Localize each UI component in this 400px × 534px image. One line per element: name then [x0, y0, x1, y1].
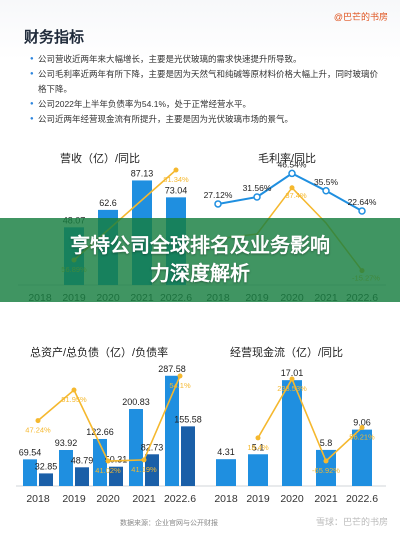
bar: [316, 449, 336, 486]
data-label: 69.54: [19, 447, 42, 457]
data-point: [358, 207, 366, 215]
title-banner: [0, 218, 400, 302]
bar: [165, 375, 179, 486]
data-point: [322, 187, 330, 195]
x-tick-label: 2018: [214, 493, 238, 505]
banner-title-line1: 亨特公司全球排名及业务影响: [70, 235, 330, 257]
bar: [75, 467, 89, 486]
data-label: 22.64%: [348, 197, 377, 207]
data-point: [173, 167, 179, 173]
data-point: [141, 457, 147, 463]
data-point: [289, 376, 295, 382]
data-label: 233.53%: [277, 384, 307, 393]
data-label: 82.73: [141, 442, 164, 452]
x-tick-label: 2022.6: [346, 493, 378, 505]
x-tick-label: 2019: [246, 493, 270, 505]
bar: [352, 429, 372, 486]
data-label: 81.34%: [163, 175, 189, 184]
data-point: [288, 169, 296, 178]
data-label: 41.02%: [95, 466, 121, 475]
bar: [282, 380, 302, 486]
source-note: 数据来源：企业官网与公开财报: [120, 520, 218, 527]
banner-title-line2: 力深度解析: [150, 263, 250, 285]
summary-list: 公司营收近两年来大幅增长，主要是光伏玻璃的需求快速提升所导致。 公司毛利率近两年…: [30, 52, 380, 127]
bar: [59, 449, 73, 486]
data-point: [214, 200, 222, 208]
data-point: [105, 458, 111, 464]
x-tick-label: 2022.6: [164, 493, 196, 505]
watermark: 雪球：巴芒的书房: [315, 517, 388, 527]
x-tick-label: 2021: [314, 493, 338, 505]
series-line-ratio: [257, 377, 363, 463]
data-label: 51.95%: [61, 395, 87, 404]
data-point: [359, 425, 365, 431]
data-label: 56.21%: [349, 433, 375, 442]
bar: [109, 466, 123, 486]
data-label: 155.58: [174, 414, 202, 424]
data-label: 18.4%: [247, 443, 269, 452]
bar: [39, 473, 53, 486]
x-tick-label: 2019: [62, 493, 86, 505]
data-point: [35, 418, 41, 424]
bar: [248, 454, 268, 486]
data-label: 4.31: [217, 447, 235, 457]
data-point: [255, 435, 261, 441]
chart-title: 营收（亿）/同比: [60, 151, 140, 165]
banner-title: 亨特公司全球排名及业务影响 力深度解析: [0, 232, 400, 288]
x-tick-label: 2020: [280, 493, 304, 505]
data-label: 54.1%: [169, 381, 191, 390]
bar: [181, 426, 195, 486]
data-label: 17.01: [281, 368, 304, 378]
x-tick-label: 2018: [26, 493, 50, 505]
data-label: 87.13: [131, 168, 154, 178]
data-label: 48.79: [71, 455, 94, 465]
data-label: 93.92: [55, 438, 78, 448]
chart-title: 毛利率/同比: [258, 151, 316, 165]
brand-mark: @巴芒的书房: [333, 12, 388, 22]
data-point: [323, 458, 329, 464]
data-label: 73.04: [165, 185, 188, 195]
data-label: 5.8: [320, 438, 333, 448]
data-label: -65.92%: [312, 466, 340, 475]
data-label: 47.24%: [25, 426, 51, 435]
data-label: 9.06: [353, 418, 371, 428]
data-label: 41.19%: [131, 465, 157, 474]
data-label: 5.1: [252, 442, 265, 452]
data-point: [253, 193, 261, 201]
bar: [129, 409, 143, 486]
chart-title: 经营现金流（亿）/同比: [230, 345, 343, 359]
data-point: [177, 373, 183, 379]
data-label: 287.58: [158, 364, 186, 374]
data-label: 50.31: [105, 455, 128, 465]
summary-item: 公司近两年经营现金流有所提升，主要是因为光伏玻璃市场的景气。: [30, 112, 380, 127]
x-tick-label: 2021: [132, 493, 156, 505]
data-label: 62.6: [99, 198, 117, 208]
bar: [145, 454, 159, 486]
chart-title: 总资产/总负债（亿）/负债率: [30, 345, 168, 359]
summary-item: 公司营收近两年来大幅增长，主要是光伏玻璃的需求快速提升所导致。: [30, 52, 380, 67]
data-label: 46.54%: [278, 159, 307, 169]
summary-item: 公司2022年上半年负债率为54.1%，处于正常经营水平。: [30, 97, 380, 112]
data-label: 122.66: [86, 427, 114, 437]
data-label: 200.83: [122, 397, 150, 407]
x-tick-label: 2020: [96, 493, 120, 505]
data-label: 27.12%: [204, 190, 233, 200]
data-label: 31.56%: [243, 183, 272, 193]
data-label: 35.5%: [314, 177, 339, 187]
data-label: 37.4%: [285, 191, 307, 200]
data-point: [289, 185, 295, 191]
data-label: 32.85: [35, 461, 58, 471]
data-point: [71, 387, 77, 393]
bar: [216, 459, 236, 486]
summary-item: 公司毛利率近两年有所下降，主要是因为天然气和纯碱等原材料价格大幅上升，同时玻璃价…: [30, 67, 380, 97]
bar: [23, 459, 37, 486]
page-title: 财务指标: [24, 29, 85, 46]
